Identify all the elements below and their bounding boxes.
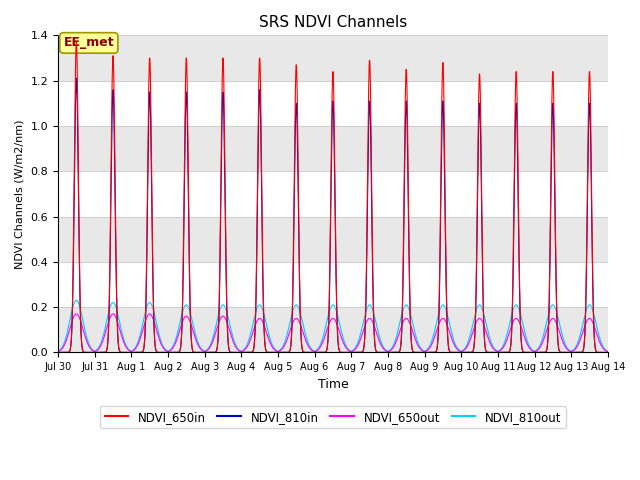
NDVI_650in bbox=[604, 349, 612, 355]
NDVI_810in bbox=[487, 349, 495, 355]
X-axis label: Time: Time bbox=[317, 378, 348, 391]
NDVI_810out bbox=[54, 348, 62, 354]
Bar bbox=[58, 126, 608, 171]
NDVI_650out bbox=[602, 348, 610, 354]
NDVI_810in bbox=[409, 348, 417, 354]
NDVI_810in bbox=[166, 349, 173, 355]
NDVI_810out bbox=[604, 349, 612, 355]
Line: NDVI_650in: NDVI_650in bbox=[58, 42, 608, 352]
NDVI_810in bbox=[604, 349, 612, 355]
NDVI_810out bbox=[166, 348, 173, 353]
NDVI_810in bbox=[72, 75, 80, 81]
NDVI_810out bbox=[172, 336, 180, 342]
Line: NDVI_810in: NDVI_810in bbox=[58, 78, 608, 352]
Bar bbox=[58, 81, 608, 126]
NDVI_650in bbox=[487, 349, 495, 355]
NDVI_810in bbox=[260, 322, 268, 328]
NDVI_810in bbox=[602, 349, 610, 355]
NDVI_650in bbox=[72, 39, 80, 45]
NDVI_650out bbox=[487, 342, 495, 348]
Text: EE_met: EE_met bbox=[63, 36, 114, 49]
Legend: NDVI_650in, NDVI_810in, NDVI_650out, NDVI_810out: NDVI_650in, NDVI_810in, NDVI_650out, NDV… bbox=[100, 406, 566, 428]
NDVI_650out bbox=[172, 339, 180, 345]
Title: SRS NDVI Channels: SRS NDVI Channels bbox=[259, 15, 407, 30]
Line: NDVI_650out: NDVI_650out bbox=[58, 314, 608, 352]
NDVI_810in bbox=[54, 349, 62, 355]
NDVI_650in bbox=[172, 349, 180, 355]
NDVI_650in bbox=[54, 349, 62, 355]
NDVI_650in bbox=[166, 349, 173, 355]
Y-axis label: NDVI Channels (W/m2/nm): NDVI Channels (W/m2/nm) bbox=[15, 119, 25, 269]
NDVI_650out bbox=[54, 349, 62, 355]
Bar bbox=[58, 262, 608, 307]
NDVI_650in bbox=[260, 319, 268, 324]
Line: NDVI_810out: NDVI_810out bbox=[58, 300, 608, 352]
NDVI_810out bbox=[487, 339, 495, 345]
Bar bbox=[58, 36, 608, 81]
NDVI_650out bbox=[409, 329, 417, 335]
Bar bbox=[58, 171, 608, 216]
NDVI_650in bbox=[409, 348, 417, 354]
NDVI_810out bbox=[602, 348, 610, 353]
NDVI_810out bbox=[260, 311, 268, 317]
NDVI_650out bbox=[260, 322, 268, 328]
NDVI_650out bbox=[166, 348, 173, 354]
NDVI_650out bbox=[604, 349, 612, 355]
NDVI_810out bbox=[409, 321, 417, 326]
Bar bbox=[58, 216, 608, 262]
NDVI_810out bbox=[72, 298, 80, 303]
NDVI_650in bbox=[602, 349, 610, 355]
NDVI_650out bbox=[72, 311, 80, 317]
NDVI_810in bbox=[172, 349, 180, 355]
Bar bbox=[58, 307, 608, 352]
